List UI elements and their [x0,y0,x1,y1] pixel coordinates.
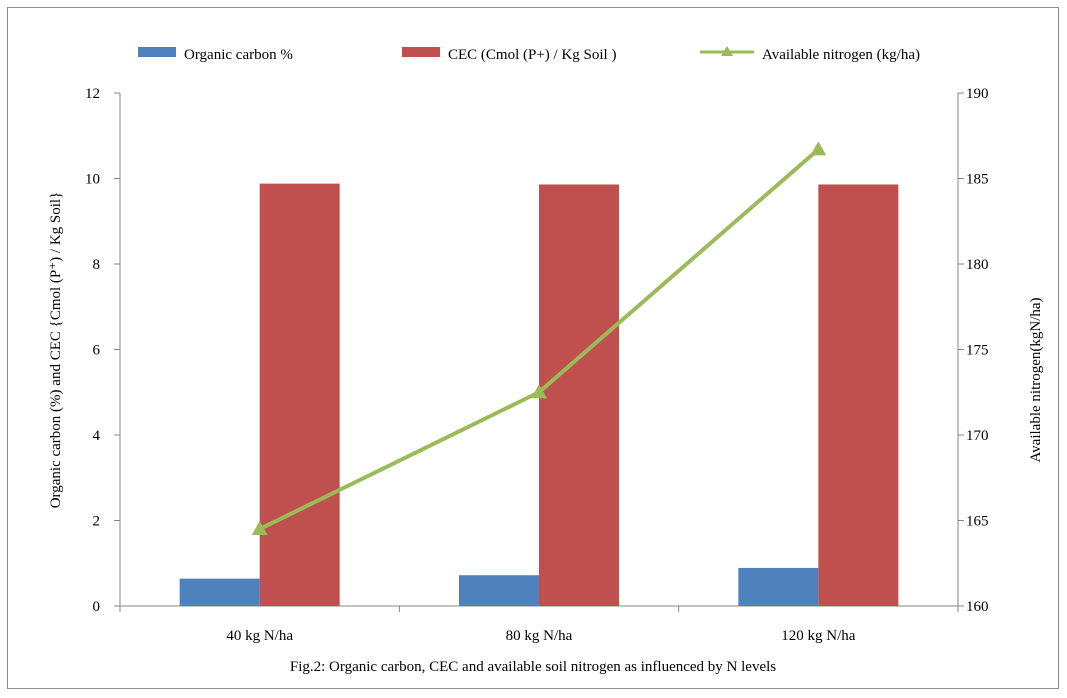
bar-cec [259,183,340,606]
legend-label-available-nitrogen: Available nitrogen (kg/ha) [762,47,920,63]
right-tick-label: 185 [966,172,989,188]
point-available-nitrogen [251,521,268,536]
y2-axis-title: Available nitrogen(kgN/ha) [1028,297,1044,462]
right-tick-label: 190 [966,86,989,102]
legend-marker-available-nitrogen [721,46,733,56]
bar-group [179,183,899,607]
figure-caption: Fig.2: Organic carbon, CEC and available… [290,659,776,675]
right-tick-group: 160 165 170 175 180 185 190 [958,86,989,615]
x-category-label: 40 kg N/ha [226,628,293,644]
x-category-label: 80 kg N/ha [506,628,573,644]
x-category-label: 120 kg N/ha [781,628,856,644]
legend-swatch-cec [402,47,440,57]
left-tick-label: 8 [93,257,101,273]
left-tick-group: 0 2 4 6 8 10 12 [85,86,120,615]
bar-cec [539,184,619,607]
right-tick-label: 170 [966,428,989,444]
right-tick-label: 175 [966,343,989,359]
bar-organic-carbon [179,578,260,606]
right-tick-label: 165 [966,514,989,530]
point-available-nitrogen [531,384,547,399]
legend-label-organic-carbon: Organic carbon % [184,47,293,63]
line-group [251,141,827,536]
legend-label-cec: CEC (Cmol (P+) / Kg Soil ) [448,47,616,63]
right-tick-label: 160 [966,599,989,615]
right-tick-label: 180 [966,257,989,273]
left-tick-label: 10 [85,172,100,188]
left-tick-label: 4 [93,428,101,444]
legend-swatch-organic-carbon [138,47,176,57]
bar-organic-carbon [459,575,539,606]
x-tick-group: 40 kg N/ha 80 kg N/ha 120 kg N/ha [119,606,959,644]
left-tick-label: 6 [93,343,101,359]
left-tick-label: 2 [93,514,101,530]
bar-organic-carbon [738,567,819,606]
left-tick-label: 12 [85,86,100,102]
bar-cec [818,184,899,607]
y-axis-title: Organic carbon (%) and CEC {Cmol (P⁺) / … [48,192,64,509]
legend: Organic carbon % CEC (Cmol (P+) / Kg Soi… [138,46,920,63]
left-tick-label: 0 [93,599,101,615]
point-available-nitrogen [810,141,827,156]
